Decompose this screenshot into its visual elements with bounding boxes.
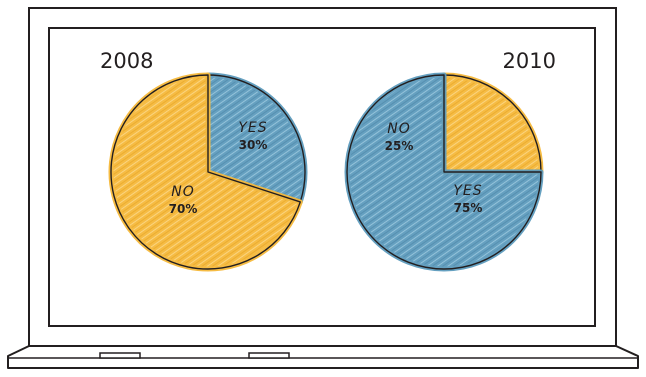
slice-label-yes: YES (453, 183, 482, 199)
slice-value-no: 25% (385, 139, 414, 153)
pie-slice-outline (110, 74, 301, 270)
chart-title: 2010 (503, 49, 556, 73)
pie-slice-outline (346, 74, 542, 270)
pie-chart-2010: 2010 NO 25% YES 75% (344, 49, 556, 272)
laptop-hinge-left (99, 352, 141, 359)
chart-title: 2008 (100, 49, 153, 73)
pie-charts: 2008 YES 30% NO 70% 2010 NO 25% YES 75% (100, 49, 556, 272)
slice-value-yes: 75% (454, 201, 483, 215)
pie-chart-2008: 2008 YES 30% NO 70% (100, 49, 308, 272)
slice-label-yes: YES (238, 120, 267, 136)
pie-slice-outline (443, 74, 542, 173)
laptop-hinge-right (248, 352, 290, 359)
slice-value-yes: 30% (239, 138, 268, 152)
pie-slice-outline (207, 74, 306, 203)
laptop-base (7, 345, 639, 369)
slice-label-no: NO (387, 121, 411, 137)
slice-label-no: NO (171, 184, 195, 200)
slice-value-no: 70% (169, 202, 198, 216)
